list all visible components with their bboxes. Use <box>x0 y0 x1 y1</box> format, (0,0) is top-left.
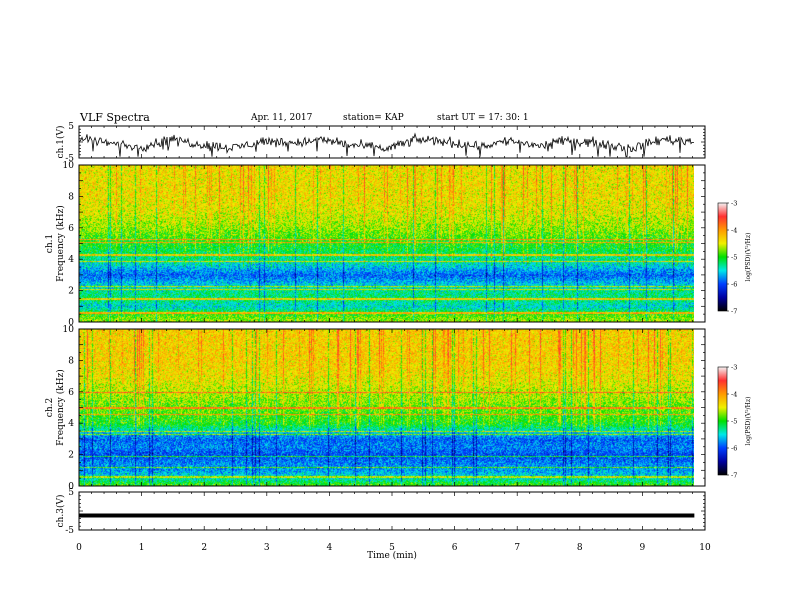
start-time-label: start UT = 17: 30: 1 <box>437 113 529 123</box>
xtick-label: 9 <box>640 543 646 553</box>
xtick-label: 6 <box>452 543 458 553</box>
ytick-label-ch3-waveform: 5 <box>68 488 74 498</box>
colorbar-ch2-spectrogram <box>717 366 728 476</box>
ytick-label-ch2-spectrogram: 2 <box>68 451 74 461</box>
ytick-label-ch1-spectrogram: 0 <box>68 318 74 328</box>
ytick-label-ch2-spectrogram: 0 <box>68 482 74 492</box>
xtick-label: 5 <box>389 543 395 553</box>
xtick-label: 7 <box>514 543 520 553</box>
colorbar-tick-label: -5 <box>731 418 737 426</box>
colorbar-tick-label: -3 <box>731 364 737 372</box>
ytick-label-ch1-spectrogram: 2 <box>68 287 74 297</box>
spectrogram-ch2-spectrogram <box>79 329 694 486</box>
xtick-label: 0 <box>76 543 82 553</box>
colorbar-tick-label: -4 <box>731 227 737 235</box>
ytick-label-ch1-spectrogram: 8 <box>68 192 74 202</box>
ytick-label-ch1-waveform: 5 <box>68 122 74 132</box>
ylabel-ch1-waveform: ch.1(V) <box>55 126 66 159</box>
colorbar-tick-label: -7 <box>731 308 737 316</box>
xtick-label: 4 <box>327 543 333 553</box>
xtick-label: 8 <box>577 543 583 553</box>
ylabel2-ch1-spectrogram: Frequency (kHz) <box>55 205 66 282</box>
colorbar-label: log(PSD)(V²/Hz) <box>745 233 752 282</box>
colorbar-tick-label: -3 <box>731 200 737 208</box>
ylabel-ch1-spectrogram: ch.1 <box>45 234 55 253</box>
ytick-label-ch1-spectrogram: 10 <box>63 161 75 171</box>
xaxis-label: Time (min) <box>367 550 417 561</box>
xtick-label: 10 <box>699 543 711 553</box>
xtick-label: 3 <box>264 543 270 553</box>
xtick-label: 2 <box>201 543 207 553</box>
ytick-label-ch2-spectrogram: 10 <box>63 325 75 335</box>
colorbar-tick-label: -6 <box>731 281 737 289</box>
colorbar-ch1-spectrogram <box>717 202 728 312</box>
ytick-label-ch1-spectrogram: 4 <box>68 255 74 265</box>
ytick-label-ch2-spectrogram: 4 <box>68 419 74 429</box>
spectrogram-ch1-spectrogram <box>79 165 694 322</box>
ytick-label-ch2-spectrogram: 6 <box>68 388 74 398</box>
ytick-label-ch2-spectrogram: 8 <box>68 356 74 366</box>
station-label: station= KAP <box>343 113 404 123</box>
ytick-label-ch3-waveform: -5 <box>65 526 74 536</box>
colorbar-tick-label: -5 <box>731 254 737 262</box>
ytick-label-ch1-waveform: -5 <box>65 154 74 164</box>
ytick-label-ch1-spectrogram: 6 <box>68 224 74 234</box>
xtick-label: 1 <box>139 543 145 553</box>
date-label: Apr. 11, 2017 <box>251 113 313 123</box>
ylabel-ch3-waveform: ch.3(V) <box>55 495 66 528</box>
colorbar-label: log(PSD)(V²/Hz) <box>745 397 752 446</box>
figure-title: VLF Spectra <box>80 111 150 124</box>
panel-frame-ch3-waveform <box>78 491 706 531</box>
waveform-ch1-line <box>78 132 694 158</box>
colorbar-tick-label: -7 <box>731 472 737 480</box>
ylabel-ch2-spectrogram: ch.2 <box>45 398 55 417</box>
colorbar-tick-label: -6 <box>731 445 737 453</box>
ylabel2-ch2-spectrogram: Frequency (kHz) <box>55 369 66 446</box>
panel-frame-ch1-waveform <box>78 125 706 159</box>
colorbar-tick-label: -4 <box>731 391 737 399</box>
